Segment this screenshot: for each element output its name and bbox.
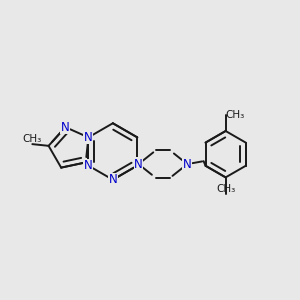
Text: N: N bbox=[84, 159, 93, 172]
Text: CH₃: CH₃ bbox=[226, 110, 245, 120]
Text: CH₃: CH₃ bbox=[216, 184, 235, 194]
Text: N: N bbox=[134, 158, 143, 171]
Text: N: N bbox=[183, 158, 192, 171]
Text: N: N bbox=[84, 131, 93, 144]
Text: N: N bbox=[61, 121, 70, 134]
Text: CH₃: CH₃ bbox=[23, 134, 42, 144]
Text: N: N bbox=[109, 173, 117, 186]
